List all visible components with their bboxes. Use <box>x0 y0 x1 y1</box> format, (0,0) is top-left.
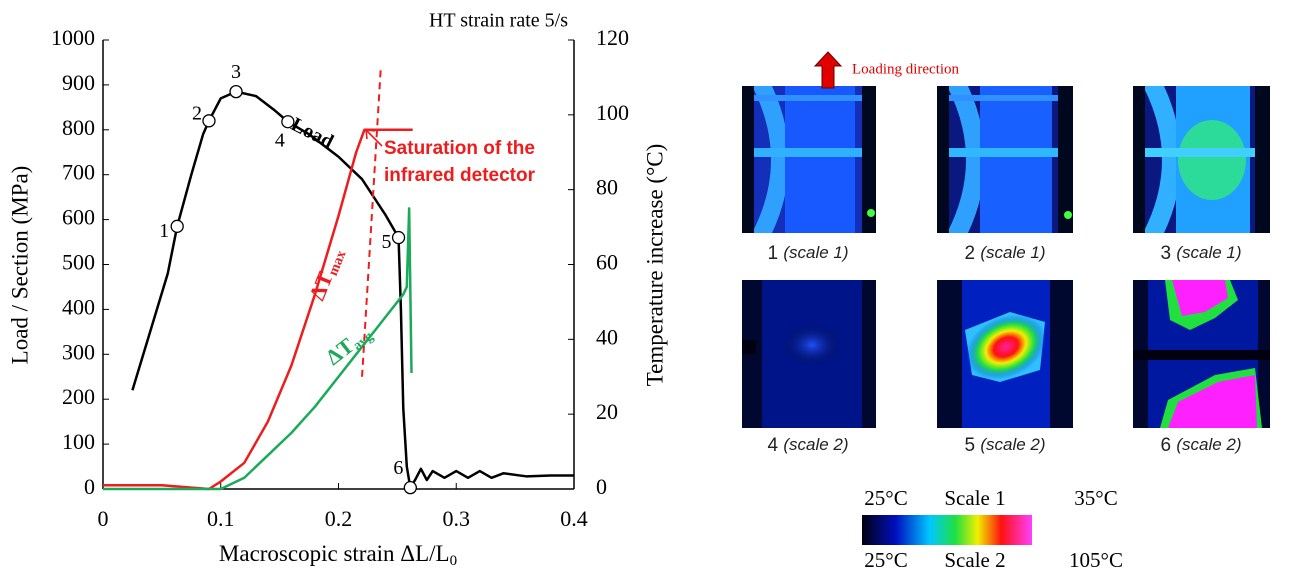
text-part: (scale 2) <box>1176 435 1241 454</box>
text-part: (scale 2) <box>980 435 1045 454</box>
image-3 <box>1133 86 1270 233</box>
y-tick-label: 900 <box>62 70 95 95</box>
x-tick-label: 0.4 <box>560 506 588 531</box>
y-tick-label: 1000 <box>51 25 95 50</box>
point-label: 5 <box>382 231 392 253</box>
x-tick-label: 0.2 <box>325 506 353 531</box>
annotation: Saturation of the <box>384 138 535 159</box>
text-part: 5 <box>964 435 975 456</box>
text-part: 0 <box>450 553 458 569</box>
series-label: Load <box>288 113 338 153</box>
colorbar-label: Scale 2 <box>944 548 1005 572</box>
y-tick-label: 100 <box>62 429 95 454</box>
y2-tick-label: 20 <box>596 399 618 424</box>
text-part: 4 <box>767 435 778 456</box>
annotation: infrared detector <box>384 165 536 186</box>
point-marker <box>281 115 295 129</box>
series-line <box>131 90 574 489</box>
series-line <box>103 207 413 491</box>
image-2 <box>937 86 1073 233</box>
image-caption: 6 (scale 2) <box>1160 435 1241 456</box>
image-5 <box>937 280 1073 428</box>
text-part: Macroscopic strain ΔL/L <box>219 541 450 566</box>
text-part: (scale 1) <box>980 243 1045 262</box>
text-part: 1 <box>767 243 778 264</box>
y2-tick-label: 100 <box>596 100 629 125</box>
image-1 <box>742 86 876 233</box>
y2-tick-label: 40 <box>596 324 618 349</box>
text-part: max <box>326 249 350 278</box>
colorbar-label: 25°C <box>864 486 907 510</box>
point-marker <box>391 230 406 245</box>
y-tick-label: 300 <box>62 339 95 364</box>
x-tick-label: 0 <box>98 506 109 531</box>
y-tick-label: 500 <box>62 250 95 275</box>
point-marker <box>403 481 417 495</box>
y-tick-label: 600 <box>62 205 95 230</box>
point-label: 4 <box>275 129 285 151</box>
image-caption: 3 (scale 1) <box>1160 243 1241 264</box>
annotation-arrow <box>365 129 383 147</box>
image-4 <box>742 280 876 428</box>
point-label: 1 <box>159 220 169 242</box>
loading-arrow <box>813 51 843 89</box>
colorbar-label: 25°C <box>864 548 907 572</box>
y2-tick-label: 80 <box>596 175 618 200</box>
x-tick-label: 0.3 <box>443 506 471 531</box>
image-caption: 2 (scale 1) <box>964 243 1045 264</box>
image-caption: 5 (scale 2) <box>964 435 1045 456</box>
image-caption: 4 (scale 2) <box>767 435 848 456</box>
y2-tick-label: 0 <box>596 474 607 499</box>
y-axis-title: Load / Section (MPa) <box>7 166 32 365</box>
image-caption: 1 (scale 1) <box>767 243 848 264</box>
colorbar-label: Scale 1 <box>944 486 1005 510</box>
y2-tick-label: 120 <box>596 25 629 50</box>
loading-direction: Loading direction <box>852 61 960 77</box>
saturation-line <box>361 66 382 377</box>
text-part: 3 <box>1160 243 1171 264</box>
y-tick-label: 0 <box>84 474 95 499</box>
text-part: 2 <box>964 243 975 264</box>
point-marker <box>170 219 184 233</box>
point-label: 3 <box>231 61 241 83</box>
point-label: 2 <box>192 102 202 124</box>
text-part: ΔT <box>321 332 359 369</box>
text-part: (scale 2) <box>783 435 848 454</box>
y-tick-label: 400 <box>62 294 95 319</box>
point-marker <box>202 114 216 128</box>
y-tick-label: 700 <box>62 160 95 185</box>
y2-axis-title: Temperature increase (°C) <box>642 144 667 387</box>
colorbar-label: 35°C <box>1074 486 1117 510</box>
thermal-images <box>742 51 1270 545</box>
point-marker <box>229 84 243 99</box>
colorbar <box>862 515 1032 545</box>
colorbar-label: 105°C <box>1069 548 1123 572</box>
x-axis-title: Macroscopic strain ΔL/L0 <box>219 541 457 569</box>
x-tick-label: 0.1 <box>207 506 235 531</box>
chart-title: HT strain rate 5/s <box>429 10 568 32</box>
point-label: 6 <box>393 457 403 479</box>
image-6 <box>1133 280 1270 428</box>
text-part: Load <box>288 113 338 153</box>
text-part: 6 <box>1160 435 1171 456</box>
y2-tick-label: 60 <box>596 250 618 275</box>
y-tick-label: 200 <box>62 384 95 409</box>
text-part: (scale 1) <box>783 243 848 262</box>
text-part: (scale 1) <box>1176 243 1241 262</box>
y-tick-label: 800 <box>62 115 95 140</box>
